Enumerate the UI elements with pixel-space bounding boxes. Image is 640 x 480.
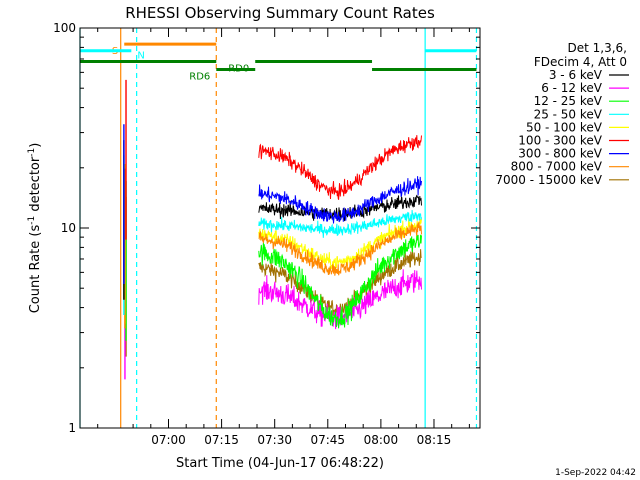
date-stamp: 1-Sep-2022 04:42 [555,468,636,478]
legend-header-line: FDecim 4, Att 0 [534,55,627,69]
y-axis-label-part: Count Rate (s [28,225,43,314]
marker-layer: SNRD6RD0 [79,28,478,428]
legend-label: 100 - 300 keV [518,134,602,148]
y-axis-label-part: detector [28,156,43,216]
legend-label: 7000 - 15000 keV [495,173,602,187]
y-axis-label: Count Rate (s-1 detector-1) [27,143,43,314]
series-trace [258,194,422,222]
legend-label: 12 - 25 keV [534,94,603,108]
x-tick-label: 07:45 [310,433,345,447]
axis-layer: 1 10 100 07:00 07:15 07:30 07:45 08:00 08:15 [53,21,480,447]
x-tick-label: 07:00 [151,433,186,447]
y-tick-label: 100 [53,21,76,35]
state-bar-label: RD0 [228,63,249,74]
y-tick-label: 10 [61,221,76,235]
series-trace [258,234,422,329]
x-tick-label: 07:30 [257,433,292,447]
chart-title: RHESSI Observing Summary Count Rates [125,4,435,22]
data-layer [123,79,422,380]
legend-label: 50 - 100 keV [526,120,603,134]
legend-header-line: Det 1,3,6, [568,41,628,55]
series-trace [258,218,422,269]
x-tick-label: 07:15 [204,433,239,447]
legend-label: 300 - 800 keV [518,147,602,161]
y-axis-label-sup: -1 [27,216,37,225]
y-axis-label-sup: -1 [27,148,37,157]
state-bar-label: N [137,51,144,62]
y-axis-label-part: ) [28,143,43,148]
legend-label: 6 - 12 keV [541,81,603,95]
legend-label: 800 - 7000 keV [511,160,603,174]
legend-label: 3 - 6 keV [549,68,603,82]
x-tick-label: 08:15 [417,433,452,447]
series-trace [258,176,422,224]
series-trace [258,135,422,200]
series-trace [258,209,422,238]
state-bar-label: RD6 [189,72,210,83]
legend-label: 25 - 50 keV [534,107,603,121]
x-tick-label: 08:00 [364,433,399,447]
series-trace [258,269,422,330]
series-trace [258,221,422,276]
y-tick-label: 1 [68,421,76,435]
x-axis-label: Start Time (04-Jun-17 06:48:22) [176,456,384,471]
